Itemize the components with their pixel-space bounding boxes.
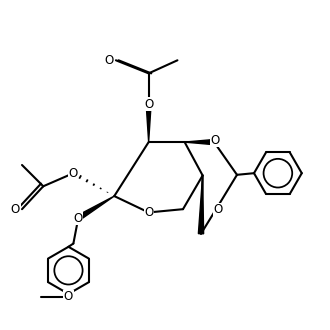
Polygon shape — [198, 176, 204, 234]
Text: O: O — [214, 203, 223, 216]
Text: O: O — [210, 134, 219, 147]
Text: O: O — [74, 212, 83, 224]
Text: O: O — [104, 54, 113, 67]
Text: O: O — [64, 290, 73, 303]
Text: O: O — [11, 203, 20, 216]
Text: O: O — [144, 206, 153, 219]
Polygon shape — [146, 105, 151, 142]
Polygon shape — [184, 140, 214, 145]
Polygon shape — [77, 196, 114, 220]
Text: O: O — [69, 167, 78, 180]
Text: O: O — [144, 98, 153, 111]
